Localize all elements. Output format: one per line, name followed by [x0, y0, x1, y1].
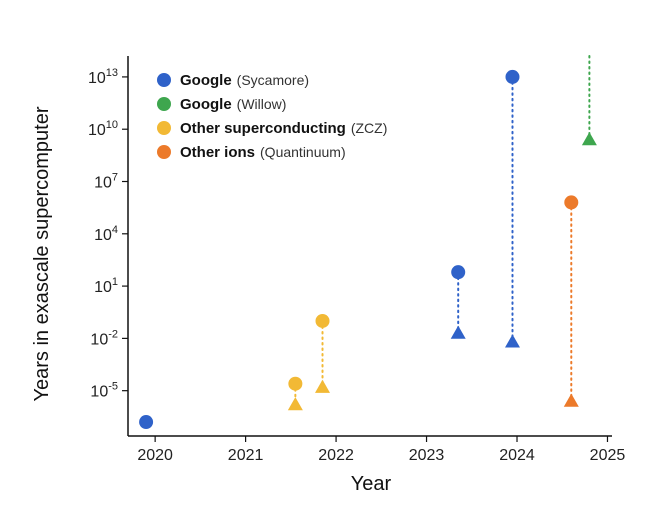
data-point-circle: [288, 376, 303, 391]
legend-marker: [157, 145, 171, 159]
data-point-circle: [451, 265, 466, 280]
y-tick-base: 10: [94, 175, 112, 192]
legend-series-detail: (Sycamore): [237, 72, 309, 88]
y-tick-label: 10-2: [90, 328, 118, 348]
data-point-triangle: [563, 393, 579, 407]
x-tick-label: 2022: [318, 447, 354, 464]
x-tick-label: 2020: [137, 447, 173, 464]
data-point-circle: [139, 415, 154, 430]
x-tick-label: 2025: [590, 447, 626, 464]
legend-series-name: Google: [180, 72, 232, 89]
data-point-circle: [315, 313, 330, 328]
y-tick-label: 1010: [88, 119, 118, 139]
data-point-circle: [505, 69, 520, 84]
y-tick-exponent: 13: [106, 67, 118, 79]
y-axis-title: Years in exascale supercomputer: [31, 106, 53, 401]
y-tick-label: 107: [94, 172, 118, 192]
legend-entry: Google (Sycamore): [180, 72, 309, 89]
y-tick-base: 10: [90, 384, 108, 401]
data-point-circle: [564, 195, 579, 210]
legend-series-name: Other superconducting: [180, 120, 346, 137]
x-tick-label: 2024: [499, 447, 535, 464]
legend-series-detail: (Willow): [237, 96, 287, 112]
x-tick-label: 2021: [228, 447, 264, 464]
data-points: [139, 69, 597, 430]
y-tick-exponent: 4: [112, 224, 118, 236]
legend-series-detail: (ZCZ): [351, 120, 388, 136]
legend-marker: [157, 121, 171, 135]
x-tick-label: 2023: [409, 447, 445, 464]
y-tick-base: 10: [90, 331, 108, 348]
y-tick-label: 1013: [88, 67, 118, 87]
data-point-triangle: [315, 379, 331, 393]
y-tick-exponent: -5: [108, 381, 118, 393]
legend-series-name: Other ions: [180, 144, 255, 161]
y-tick-label: 104: [94, 224, 118, 244]
legend: Google (Sycamore) Google (Willow) Other supe…: [157, 72, 387, 161]
legend-series-name: Google: [180, 96, 232, 113]
x-axis-title: Year: [351, 473, 392, 495]
legend-series-detail: (Quantinuum): [260, 144, 346, 160]
data-point-triangle: [450, 325, 466, 339]
legend-entry: Other superconducting (ZCZ): [180, 120, 387, 137]
data-point-triangle: [581, 132, 597, 146]
y-tick-label: 101: [94, 276, 118, 296]
y-tick-exponent: 10: [106, 119, 118, 131]
legend-entry: Google (Willow): [180, 96, 286, 113]
y-tick-base: 10: [94, 279, 112, 296]
y-tick-exponent: 7: [112, 172, 118, 184]
legend-marker: [157, 73, 171, 87]
y-tick-base: 10: [94, 227, 112, 244]
y-tick-exponent: 1: [112, 276, 118, 288]
data-point-triangle: [504, 334, 520, 348]
y-tick-base: 10: [88, 70, 106, 87]
legend-marker: [157, 97, 171, 111]
y-tick-exponent: -2: [108, 328, 118, 340]
y-tick-base: 10: [88, 122, 106, 139]
y-tick-label: 10-5: [90, 381, 118, 401]
data-point-triangle: [287, 397, 303, 411]
legend-entry: Other ions (Quantinuum): [180, 144, 346, 161]
x-axis-ticks: 2020 2021 2022 2023 2024 2025: [137, 436, 625, 464]
